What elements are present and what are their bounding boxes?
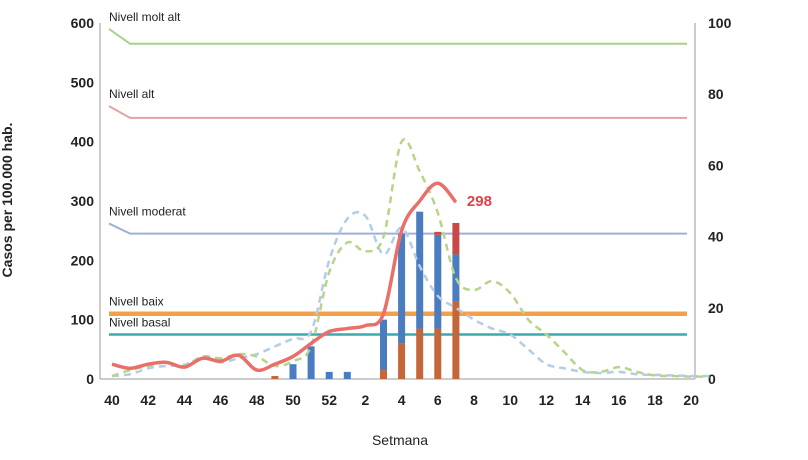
y2-tick-label: 100	[708, 15, 732, 31]
dashed-series-line	[111, 210, 710, 378]
threshold-label: Nivell moderat	[109, 205, 186, 219]
x-axis-title: Setmana	[372, 432, 428, 448]
rate-end-label: 298	[467, 193, 492, 210]
x-tick-label: 4	[398, 392, 406, 408]
bar	[434, 231, 442, 235]
x-tick-label: 14	[575, 392, 591, 408]
bar	[380, 370, 387, 379]
y-tick-label: 500	[71, 74, 95, 90]
x-tick-label: 52	[321, 392, 337, 408]
bar	[271, 376, 279, 379]
bar	[434, 234, 442, 329]
threshold-line	[108, 28, 687, 45]
x-tick-label: 20	[683, 392, 699, 408]
y-tick-label: 200	[71, 252, 95, 268]
x-tick-label: 16	[611, 392, 627, 408]
y-tick-label: 100	[71, 312, 95, 328]
rate-line	[111, 181, 458, 373]
x-tick-label: 2	[362, 392, 370, 408]
bar	[416, 328, 424, 379]
y-tick-label: 600	[71, 15, 95, 31]
bar	[289, 364, 297, 379]
bar	[452, 222, 460, 255]
x-tick-label: 42	[140, 392, 156, 408]
y2-tick-label: 60	[708, 157, 724, 173]
bar	[307, 346, 315, 379]
threshold-line	[108, 222, 687, 235]
bar	[343, 371, 351, 379]
y2-tick-label: 0	[708, 371, 716, 387]
threshold-line	[108, 105, 687, 119]
y-axis-title: Casos per 100.000 hab.	[0, 123, 15, 278]
y2-tick-label: 40	[708, 229, 724, 245]
x-tick-label: 40	[104, 392, 120, 408]
bar	[452, 254, 460, 302]
x-tick-label: 10	[502, 392, 518, 408]
y-tick-label: 300	[71, 193, 95, 209]
threshold-label: Nivell molt alt	[109, 10, 181, 24]
x-tick-label: 44	[177, 392, 193, 408]
bar	[452, 301, 460, 379]
bar	[325, 371, 333, 379]
y2-tick-label: 20	[708, 300, 724, 316]
bar	[398, 343, 406, 379]
bar	[434, 328, 442, 379]
x-tick-label: 6	[434, 392, 442, 408]
y2-tick-label: 80	[708, 86, 724, 102]
x-tick-label: 8	[470, 392, 478, 408]
threshold-label: Nivell alt	[109, 87, 155, 101]
x-tick-label: 18	[647, 392, 663, 408]
bar	[380, 319, 387, 371]
x-tick-label: 12	[539, 392, 555, 408]
dashed-series-line	[111, 138, 710, 378]
threshold-label: Nivell basal	[109, 316, 170, 330]
bar	[398, 233, 406, 344]
x-tick-label: 50	[285, 392, 301, 408]
threshold-label: Nivell baix	[109, 295, 164, 309]
y-tick-label: 400	[71, 134, 95, 150]
y-tick-label: 0	[86, 371, 94, 387]
x-tick-label: 46	[213, 392, 229, 408]
x-tick-label: 48	[249, 392, 265, 408]
bar	[416, 211, 424, 329]
